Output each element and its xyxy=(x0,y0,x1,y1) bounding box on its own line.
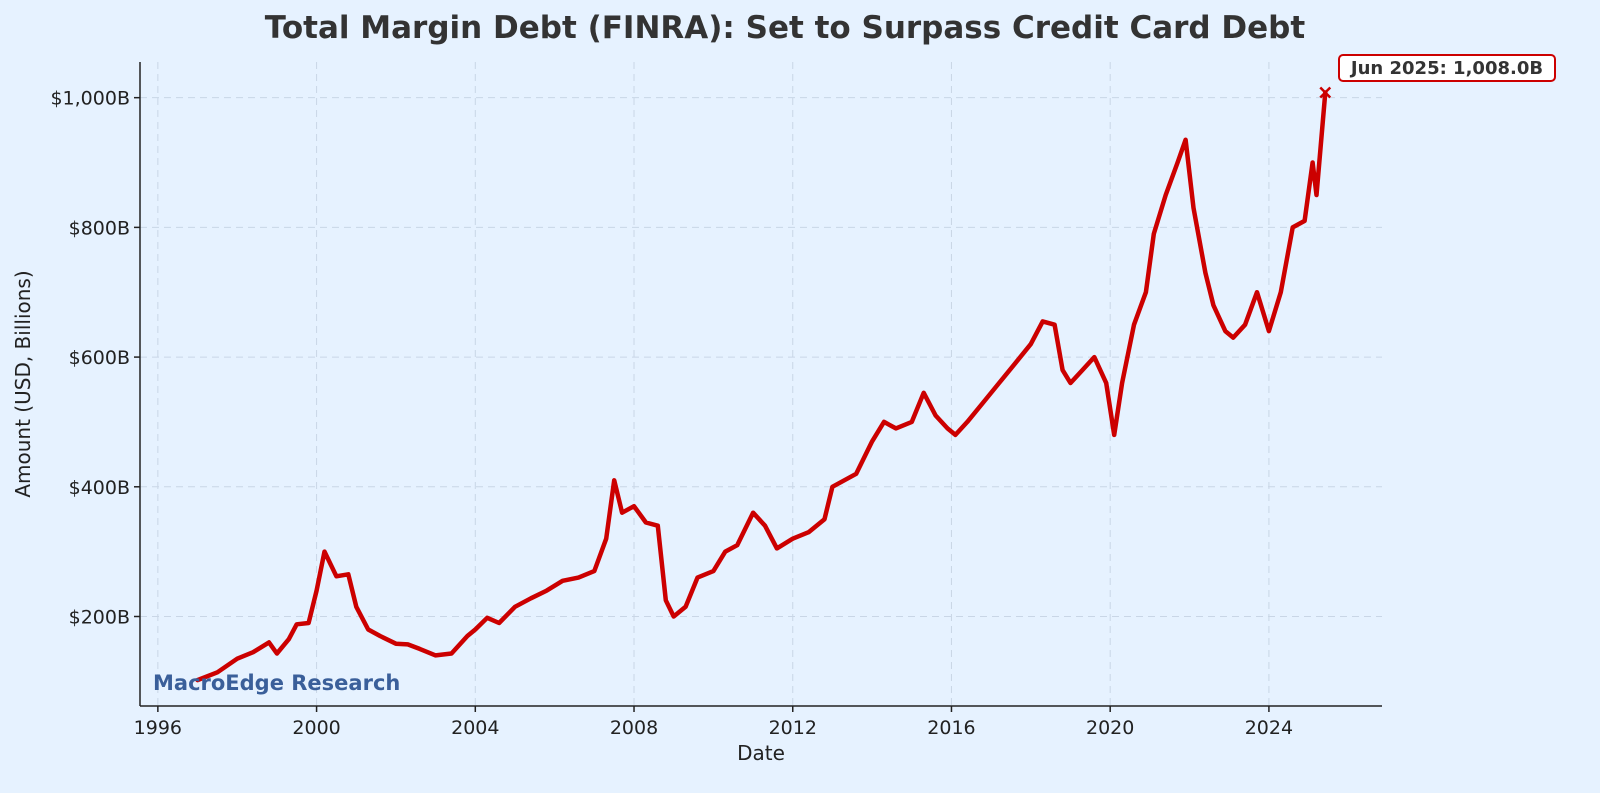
latest-value-annotation: Jun 2025: 1,008.0B xyxy=(1338,54,1556,82)
watermark-text: MacroEdge Research xyxy=(153,671,400,695)
x-axis-label: Date xyxy=(737,741,785,765)
x-tick-label: 2012 xyxy=(769,717,817,739)
y-tick-label: $600B xyxy=(69,347,130,369)
grid-lines xyxy=(140,62,1382,706)
x-tick-label: 2004 xyxy=(451,717,499,739)
y-axis-ticks: $200B $400B $600B $800B $1,000B xyxy=(50,88,140,629)
x-tick-label: 2020 xyxy=(1086,717,1134,739)
y-tick-label: $400B xyxy=(69,477,130,499)
axes xyxy=(139,62,1382,707)
x-axis-ticks: 1996 2000 2004 2008 2012 2016 2020 2024 xyxy=(134,706,1293,739)
latest-point-marker xyxy=(1319,86,1332,99)
annotation-box xyxy=(1338,54,1556,82)
y-tick-label: $200B xyxy=(69,607,130,629)
x-tick-label: 2024 xyxy=(1245,717,1293,739)
annotation-label: Jun 2025: 1,008.0B xyxy=(1349,58,1543,79)
y-tick-label: $800B xyxy=(69,217,130,239)
x-tick-label: 1996 xyxy=(134,717,182,739)
chart-title: Total Margin Debt (FINRA): Set to Surpas… xyxy=(265,10,1306,46)
margin-debt-line xyxy=(195,90,1328,683)
marker-stroke xyxy=(1319,86,1332,99)
y-tick-label: $1,000B xyxy=(50,88,130,110)
series-group xyxy=(195,86,1332,683)
x-tick-label: 2008 xyxy=(610,717,658,739)
y-axis-label: Amount (USD, Billions) xyxy=(11,270,35,497)
x-tick-label: 2000 xyxy=(292,717,340,739)
x-tick-label: 2016 xyxy=(927,717,975,739)
